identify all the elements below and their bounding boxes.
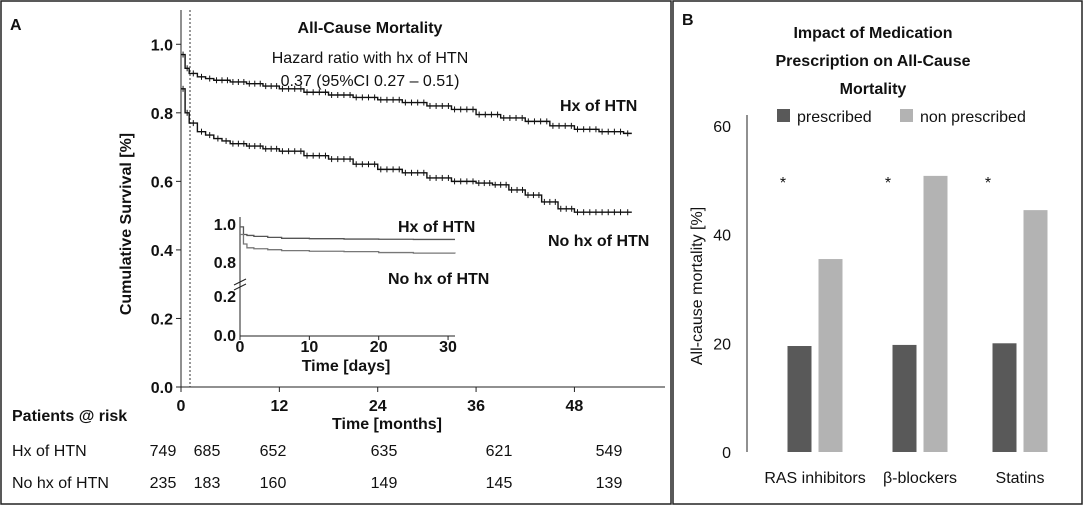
bar-prescribed (788, 346, 812, 452)
legend-label-non-prescribed: non prescribed (920, 109, 1026, 126)
hazard-ratio-label: Hazard ratio with hx of HTN (272, 50, 469, 67)
panel-b-title-line1: Impact of Medication (793, 25, 952, 42)
a-ytick-label: 1.0 (151, 37, 173, 54)
bar-non-prescribed (924, 176, 948, 452)
significance-marker: * (780, 175, 786, 192)
series-label-hx: Hx of HTN (560, 98, 637, 115)
a-xtick-label: 36 (467, 398, 485, 415)
risk-count: 235 (150, 475, 177, 492)
inset-label-hx: Hx of HTN (398, 219, 475, 236)
bar-non-prescribed (1024, 210, 1048, 452)
inset-ytick-label: 0.0 (214, 328, 236, 345)
risk-count: 652 (260, 443, 287, 460)
inset-xtick-label: 0 (236, 339, 245, 356)
bar-prescribed (993, 343, 1017, 452)
inset-xtick-label: 30 (439, 339, 457, 356)
legend-swatch-non-prescribed (900, 109, 913, 122)
risk-count: 149 (371, 475, 398, 492)
a-xtick-label: 48 (566, 398, 584, 415)
bar-non-prescribed (819, 259, 843, 452)
b-category-label: Statins (996, 470, 1045, 487)
inset-chart: 1.0 0.8 0.2 0.0 0 10 20 30 Hx of HTN No hx … (214, 217, 490, 375)
risk-count: 160 (260, 475, 287, 492)
inset-x-axis-label: Time [days] (302, 358, 391, 375)
inset-xtick-label: 20 (370, 339, 388, 356)
panel-a-letter: A (10, 17, 22, 34)
b-category-label: β-blockers (883, 470, 957, 487)
a-xtick-label: 12 (270, 398, 288, 415)
a-xtick-label: 24 (369, 398, 387, 415)
hazard-ratio-value: 0.37 (95%CI 0.27 – 0.51) (281, 73, 460, 90)
panel-b-title-line3: Mortality (840, 81, 907, 98)
b-category-label: RAS inhibitors (764, 470, 865, 487)
inset-label-no-hx: No hx of HTN (388, 271, 489, 288)
inset-xtick-label: 10 (300, 339, 318, 356)
legend-swatch-prescribed (777, 109, 790, 122)
b-ytick-label: 60 (713, 119, 731, 136)
figure: A All-Cause Mortality Hazard ratio with … (0, 0, 1084, 507)
panel-a-x-axis-label: Time [months] (332, 416, 442, 433)
risk-count: 621 (486, 443, 513, 460)
panel-a-y-axis-label: Cumulative Survival [%] (118, 133, 135, 315)
b-ytick-label: 40 (713, 228, 731, 245)
risk-count: 183 (194, 475, 221, 492)
legend-label-prescribed: prescribed (797, 109, 872, 126)
risk-count: 549 (596, 443, 623, 460)
series-label-no-hx: No hx of HTN (548, 233, 649, 250)
bar-prescribed (893, 345, 917, 452)
risk-count: 685 (194, 443, 221, 460)
b-ytick-label: 0 (722, 445, 731, 462)
risk-count: 749 (150, 443, 177, 460)
significance-marker: * (885, 175, 891, 192)
inset-ytick-label: 1.0 (214, 217, 236, 234)
risk-row-label: No hx of HTN (12, 475, 109, 492)
inset-ytick-label: 0.2 (214, 289, 236, 306)
panel-a-title: All-Cause Mortality (298, 20, 443, 37)
risk-table-title: Patients @ risk (12, 408, 127, 425)
risk-table: Hx of HTN 749 685 652 635 621 549 No hx of HTN 2… (12, 443, 622, 492)
a-ytick-label: 0.4 (151, 243, 173, 260)
b-ytick-label: 20 (713, 336, 731, 353)
panel-b-letter: B (682, 12, 694, 29)
risk-count: 145 (486, 475, 513, 492)
risk-count: 635 (371, 443, 398, 460)
panel-b-border (673, 1, 1082, 504)
significance-marker: * (985, 175, 991, 192)
a-ytick-label: 0.8 (151, 106, 173, 123)
a-ytick-label: 0.2 (151, 311, 173, 328)
risk-count: 139 (596, 475, 623, 492)
a-xtick-label: 0 (177, 398, 186, 415)
inset-ytick-label: 0.8 (214, 255, 236, 272)
risk-row-label: Hx of HTN (12, 443, 87, 460)
a-ytick-label: 0.0 (151, 380, 173, 397)
panel-b-title-line2: Prescription on All-Cause (776, 53, 971, 70)
panel-b-y-axis-label: All-cause mortality [%] (689, 207, 706, 365)
a-ytick-label: 0.6 (151, 174, 173, 191)
